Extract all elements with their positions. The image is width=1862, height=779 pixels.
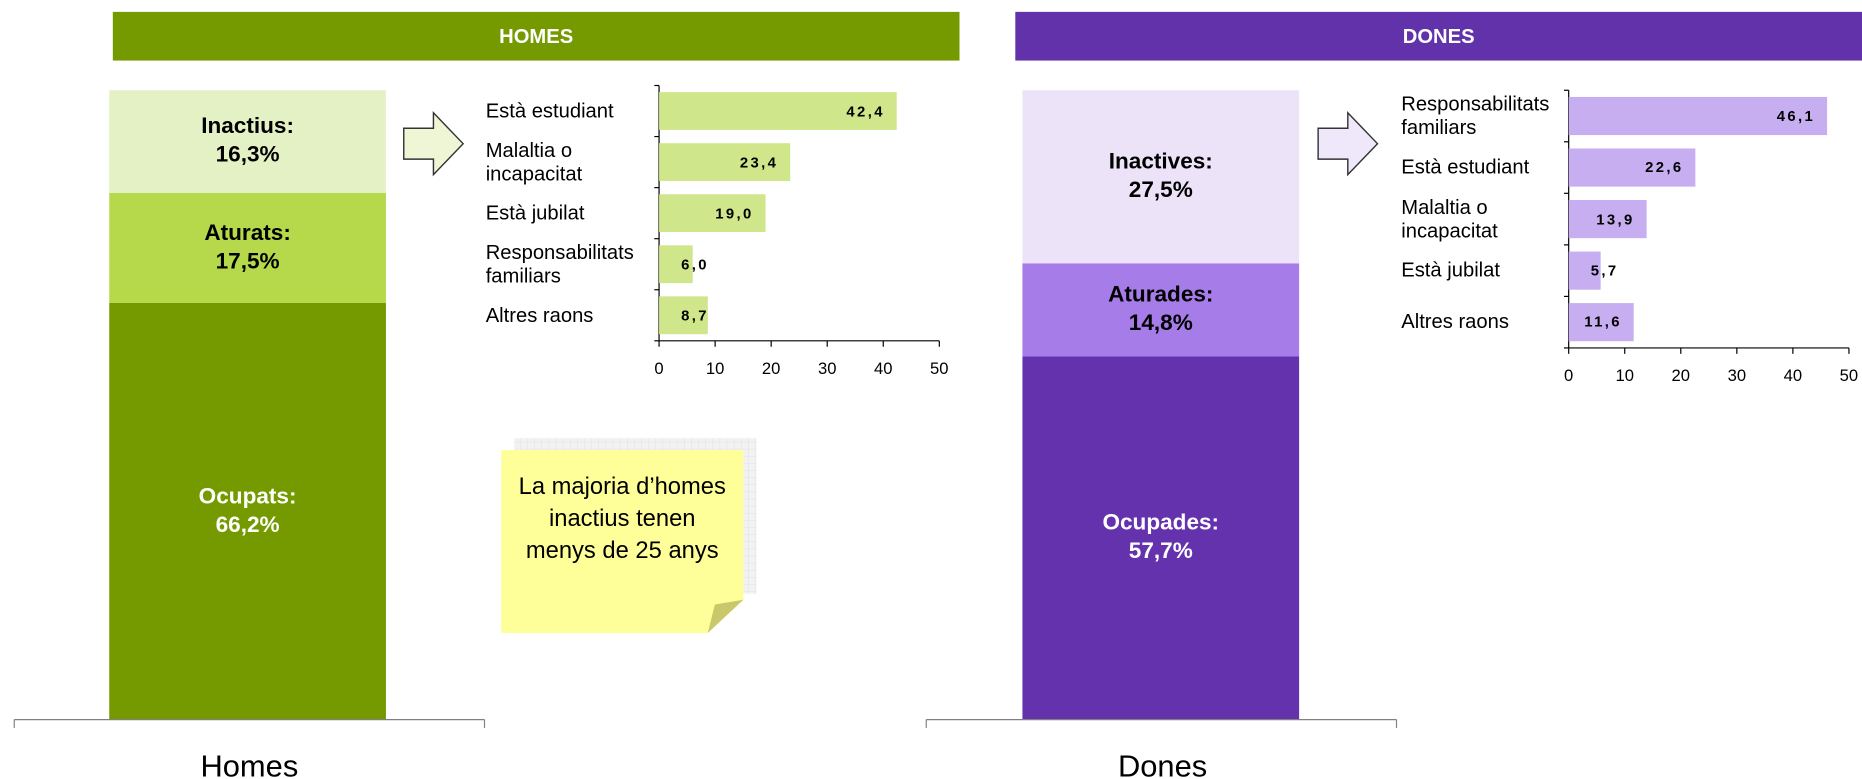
segment-name: Inactives: (1108, 149, 1213, 175)
x-tick-label: 30 (1727, 365, 1747, 385)
segment-name: Ocupats: (198, 483, 297, 509)
arrow-icon (1317, 111, 1379, 177)
note-paper (501, 450, 744, 633)
category-label: Està estudiant (1401, 155, 1530, 179)
bar (659, 143, 791, 181)
x-tick-label: 20 (1671, 365, 1691, 385)
bar (1568, 251, 1601, 290)
value-label: 6,0 (681, 255, 709, 273)
category-label: Està jubilat (485, 201, 585, 224)
segment-label: Inactives: 27,5% (1022, 148, 1299, 205)
x-tick-label: Dones (1117, 748, 1208, 779)
segment-label: Ocupats: 66,2% (109, 483, 386, 540)
category-label: Altres raons (485, 303, 594, 326)
value-label: 23,4 (739, 153, 779, 171)
segment-label: Ocupades: 57,7% (1022, 510, 1299, 567)
x-tick-label: 20 (761, 358, 781, 378)
bar (1568, 148, 1696, 187)
bar (1568, 96, 1828, 136)
x-tick-label: 0 (654, 358, 664, 378)
segment-value: 16,3% (215, 142, 280, 168)
x-tick-label: 40 (874, 358, 893, 378)
header-title: DONES (1402, 24, 1475, 48)
arrow-icon (403, 111, 465, 177)
category-label: Responsabilitats familiars (1401, 92, 1550, 139)
x-tick-label: 50 (1839, 365, 1859, 385)
bar (659, 194, 766, 233)
segment-name: Inactius: (201, 114, 294, 140)
segment-value: 17,5% (215, 249, 280, 275)
stack-segment (109, 90, 386, 193)
category-label: Altres raons (1401, 310, 1509, 333)
category-label: Malaltia o incapacitat (485, 138, 583, 185)
stack-segment (1022, 356, 1300, 720)
category-label: Malaltia o incapacitat (1401, 195, 1498, 242)
category-label: Està estudiant (485, 99, 614, 122)
value-label: 8,7 (681, 306, 709, 324)
value-label: 11,6 (1584, 313, 1622, 331)
value-label: 42,4 (846, 102, 885, 120)
bar (1568, 200, 1647, 239)
value-label: 5,7 (1590, 262, 1619, 279)
header-bar (1015, 11, 1862, 61)
x-tick-label: 10 (705, 358, 725, 378)
value-label: 19,0 (715, 204, 754, 222)
value-label: 22,6 (1645, 159, 1684, 176)
note-fold (707, 599, 744, 633)
stack-segment (109, 192, 386, 303)
x-tick-label: 40 (1783, 365, 1803, 385)
stack-segment (109, 302, 386, 720)
bar (1568, 303, 1634, 342)
annotation: La majoria d’homes inactius tenen menys … (518, 473, 726, 565)
header-title: HOMES (499, 24, 574, 48)
bar (659, 245, 693, 284)
x-tick-label: 0 (1564, 365, 1574, 385)
value-label: 13,9 (1596, 210, 1635, 228)
segment-label: Aturades: 14,8% (1022, 281, 1299, 338)
segment-value: 57,7% (1128, 539, 1193, 565)
bar (659, 92, 897, 130)
segment-value: 66,2% (215, 512, 280, 538)
segment-value: 14,8% (1128, 311, 1193, 337)
segment-name: Aturats: (204, 220, 291, 246)
x-tick-label: 50 (930, 358, 949, 378)
header-bar (112, 11, 960, 61)
bar (659, 296, 708, 335)
segment-name: Aturades: (1108, 282, 1214, 308)
stack-segment (1022, 263, 1300, 357)
segment-label: Inactius: 16,3% (109, 113, 386, 170)
category-label: Està jubilat (1401, 258, 1501, 282)
segment-name: Ocupades: (1102, 510, 1220, 536)
value-label: 46,1 (1776, 107, 1816, 125)
x-tick-label: 10 (1615, 365, 1634, 385)
segment-label: Aturats: 17,5% (109, 219, 386, 276)
category-label: Responsabilitats familiars (485, 240, 634, 287)
x-tick-label: Homes (200, 748, 299, 779)
stack-segment (1022, 90, 1300, 264)
x-tick-label: 30 (817, 358, 837, 378)
segment-value: 27,5% (1128, 177, 1193, 203)
